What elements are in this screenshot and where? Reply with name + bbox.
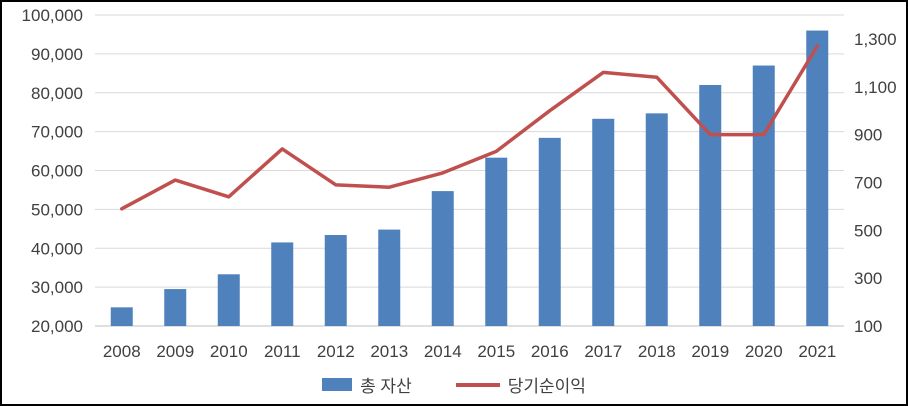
right-axis-tick-label: 300 [854,269,882,288]
left-axis-tick-label: 70,000 [31,123,83,142]
left-axis-tick-label: 60,000 [31,162,83,181]
x-axis-tick-label: 2018 [638,342,676,361]
bar-2018 [645,113,668,326]
x-axis-tick-label: 2016 [531,342,569,361]
left-axis-tick-label: 90,000 [31,45,83,64]
right-axis-tick-label: 100 [854,317,882,336]
x-axis-tick-label: 2021 [798,342,836,361]
bar-2020 [752,65,775,326]
legend-item-net-income: 당기순이익 [455,372,586,397]
left-axis-tick-label: 30,000 [31,278,83,297]
right-axis-tick-label: 1,300 [854,30,897,49]
bar-swatch-icon [322,378,353,391]
bar-2015 [485,157,508,326]
chart-legend: 총 자산 당기순이익 [2,372,906,397]
x-axis-tick-label: 2015 [477,342,515,361]
x-axis-tick-label: 2009 [156,342,194,361]
x-axis-tick-label: 2014 [424,342,462,361]
legend-label-net-income: 당기순이익 [507,377,586,396]
bar-2013 [378,229,401,326]
bar-2009 [164,289,187,326]
x-axis-tick-label: 2017 [584,342,622,361]
bar-2021 [806,30,829,327]
left-axis-tick-label: 50,000 [31,200,83,219]
left-axis-tick-label: 20,000 [31,317,83,336]
bar-2017 [592,118,615,326]
line-swatch-icon [455,382,500,387]
bar-2008 [110,307,133,326]
left-axis-tick-label: 80,000 [31,84,83,103]
right-axis-tick-label: 1,100 [854,78,897,97]
left-axis-tick-label: 100,000 [22,6,83,25]
legend-label-total-assets: 총 자산 [360,377,412,396]
right-axis-tick-label: 900 [854,126,882,145]
right-axis-tick-label: 700 [854,173,882,192]
right-axis-tick-label: 500 [854,221,882,240]
bar-2014 [431,191,454,326]
bar-2019 [699,84,722,326]
x-axis-tick-label: 2019 [691,342,729,361]
net-income-line [120,44,819,211]
x-axis-tick-label: 2010 [210,342,248,361]
x-axis-tick-label: 2008 [103,342,141,361]
bar-2011 [271,242,294,326]
bar-2016 [538,137,561,326]
x-axis-tick-label: 2020 [745,342,783,361]
x-axis-tick-label: 2011 [264,342,301,361]
bar-2012 [324,235,347,326]
left-axis-tick-label: 40,000 [31,239,83,258]
bar-2010 [217,274,240,326]
x-axis-tick-label: 2013 [370,342,408,361]
x-axis-tick-label: 2012 [317,342,355,361]
legend-item-total-assets: 총 자산 [322,372,412,397]
